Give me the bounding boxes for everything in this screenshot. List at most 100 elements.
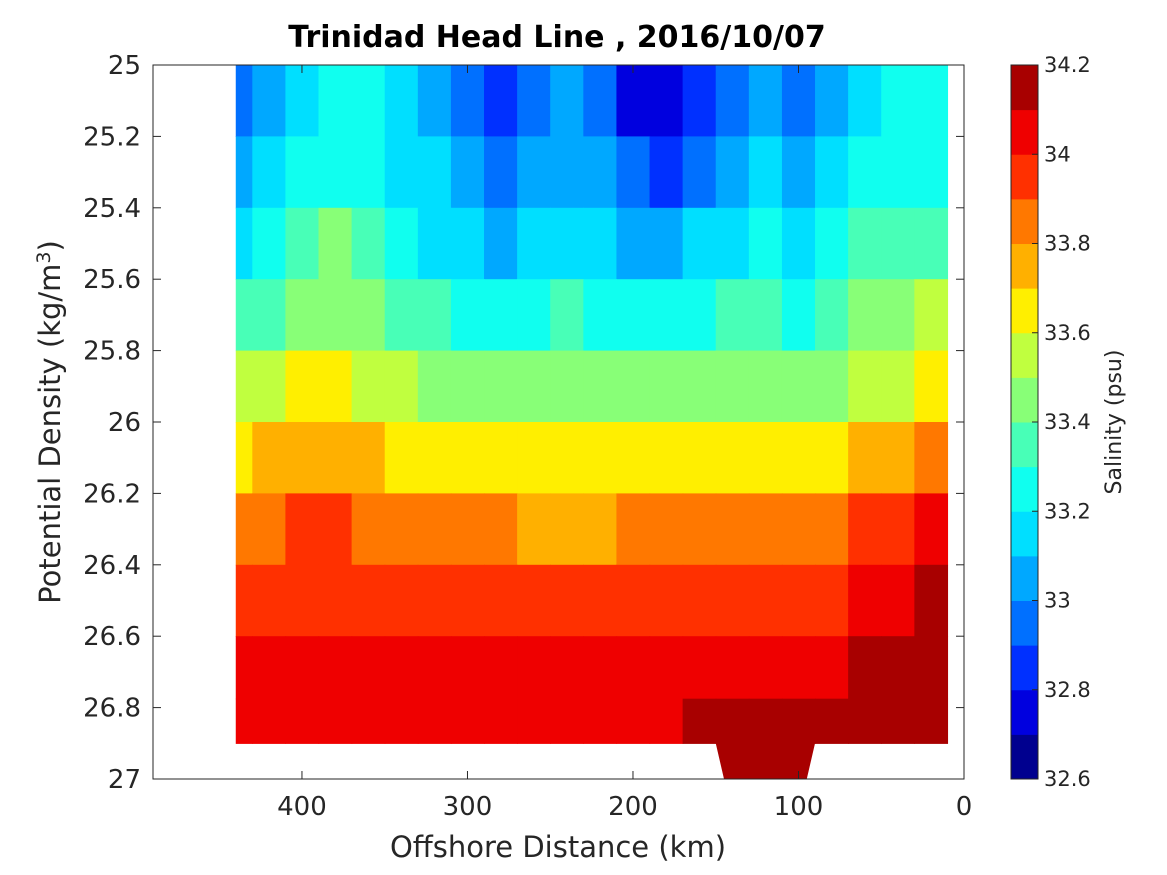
contour-cell — [285, 698, 320, 744]
contour-cell — [235, 698, 253, 744]
contour-cell — [748, 493, 783, 566]
contour-cell — [550, 136, 584, 209]
contour-cell — [649, 636, 684, 700]
contour-cell — [550, 493, 584, 566]
y-tick-label: 26.8 — [83, 694, 141, 724]
contour-cell — [649, 136, 684, 209]
contour-cell — [815, 65, 849, 137]
contour-cell — [318, 279, 353, 352]
contour-cell — [351, 350, 386, 423]
contour-cell — [484, 422, 518, 494]
contour-cell — [484, 350, 518, 423]
y-tick-label: 27 — [108, 765, 141, 795]
contour-cell — [815, 636, 849, 700]
contour-cell — [484, 65, 518, 137]
contour-cell — [318, 564, 353, 637]
y-axis-label-main: Potential Density (kg/m — [33, 264, 67, 604]
contour-cell — [748, 136, 783, 209]
colorbar-tick-label: 33.4 — [1044, 410, 1091, 434]
contour-cell — [484, 279, 518, 352]
y-axis-label-superscript: 3 — [33, 251, 55, 263]
colorbar-segment — [1011, 511, 1038, 557]
colorbar-segment — [1011, 689, 1038, 735]
contour-cell — [450, 350, 485, 423]
contour-cell — [285, 493, 320, 566]
contour-cell — [583, 422, 618, 494]
contour-cell — [550, 207, 584, 280]
contour-cell — [550, 350, 584, 423]
contour-cell — [450, 422, 485, 494]
contour-cell — [517, 636, 551, 700]
contour-cell — [484, 636, 518, 700]
contour-cell — [848, 422, 882, 494]
contour-cell — [914, 493, 949, 566]
contour-cell — [351, 422, 386, 494]
contour-cell — [417, 65, 452, 137]
y-axis-label-close: ) — [33, 240, 67, 251]
contour-cell — [517, 350, 551, 423]
contour-cell — [417, 564, 452, 637]
contour-cell — [450, 698, 485, 744]
contour-cell — [285, 350, 320, 423]
y-tick-label: 25 — [108, 51, 141, 81]
contour-cell — [517, 65, 551, 137]
contour-cell — [252, 493, 287, 566]
contour-cell — [781, 279, 816, 352]
contour-cell — [384, 136, 419, 209]
contour-cell — [318, 636, 353, 700]
contour-cell — [881, 350, 915, 423]
colorbar-segment — [1011, 332, 1038, 378]
colorbar-tick-label: 34.2 — [1044, 53, 1091, 77]
contour-cell — [318, 136, 353, 209]
contour-cell — [748, 350, 783, 423]
contour-cell — [781, 564, 816, 637]
contour-cell — [285, 422, 320, 494]
colorbar-segment — [1011, 65, 1038, 111]
contour-cell — [616, 136, 651, 209]
contour-cell — [781, 422, 816, 494]
x-tick-label: 0 — [956, 792, 973, 822]
contour-cell — [914, 136, 949, 209]
contour-cell — [682, 136, 717, 209]
contour-cell — [914, 564, 949, 637]
contour-cell — [616, 422, 651, 494]
contour-cell — [417, 422, 452, 494]
contour-cell — [682, 350, 717, 423]
contour-cell — [235, 136, 253, 209]
chart-title: Trinidad Head Line , 2016/10/07 — [288, 20, 825, 55]
contour-cell — [682, 422, 717, 494]
x-tick-label: 300 — [443, 792, 493, 822]
contour-cell — [450, 136, 485, 209]
contour-cell — [583, 493, 618, 566]
contour-cell — [517, 207, 551, 280]
colorbar-segment — [1011, 154, 1038, 200]
contour-cell — [252, 564, 287, 637]
contour-cell — [881, 422, 915, 494]
y-tick-label: 26 — [108, 408, 141, 438]
contour-cell — [682, 493, 717, 566]
contour-cell — [384, 564, 419, 637]
contour-cell — [235, 422, 253, 494]
contour-cell — [682, 564, 717, 637]
contour-cell — [682, 207, 717, 280]
contour-cell — [252, 279, 287, 352]
colorbar-tick-label: 32.8 — [1044, 678, 1091, 702]
colorbar-segment — [1011, 288, 1038, 334]
contour-cell — [914, 279, 949, 352]
contour-cell — [781, 698, 816, 744]
contour-cell — [715, 493, 750, 566]
contour-cell — [450, 636, 485, 700]
contour-cell — [351, 65, 386, 137]
contour-cell — [815, 493, 849, 566]
contour-cell — [583, 279, 618, 352]
contour-cell — [881, 493, 915, 566]
x-axis-ticks: 400 300 200 100 0 — [277, 65, 972, 822]
contour-cell — [252, 136, 287, 209]
contour-cell — [583, 136, 618, 209]
contour-cell — [583, 350, 618, 423]
contour-cell — [384, 422, 419, 494]
colorbar-segment — [1011, 600, 1038, 646]
contour-cell — [384, 350, 419, 423]
contour-cell — [384, 279, 419, 352]
contour-cell — [848, 136, 882, 209]
